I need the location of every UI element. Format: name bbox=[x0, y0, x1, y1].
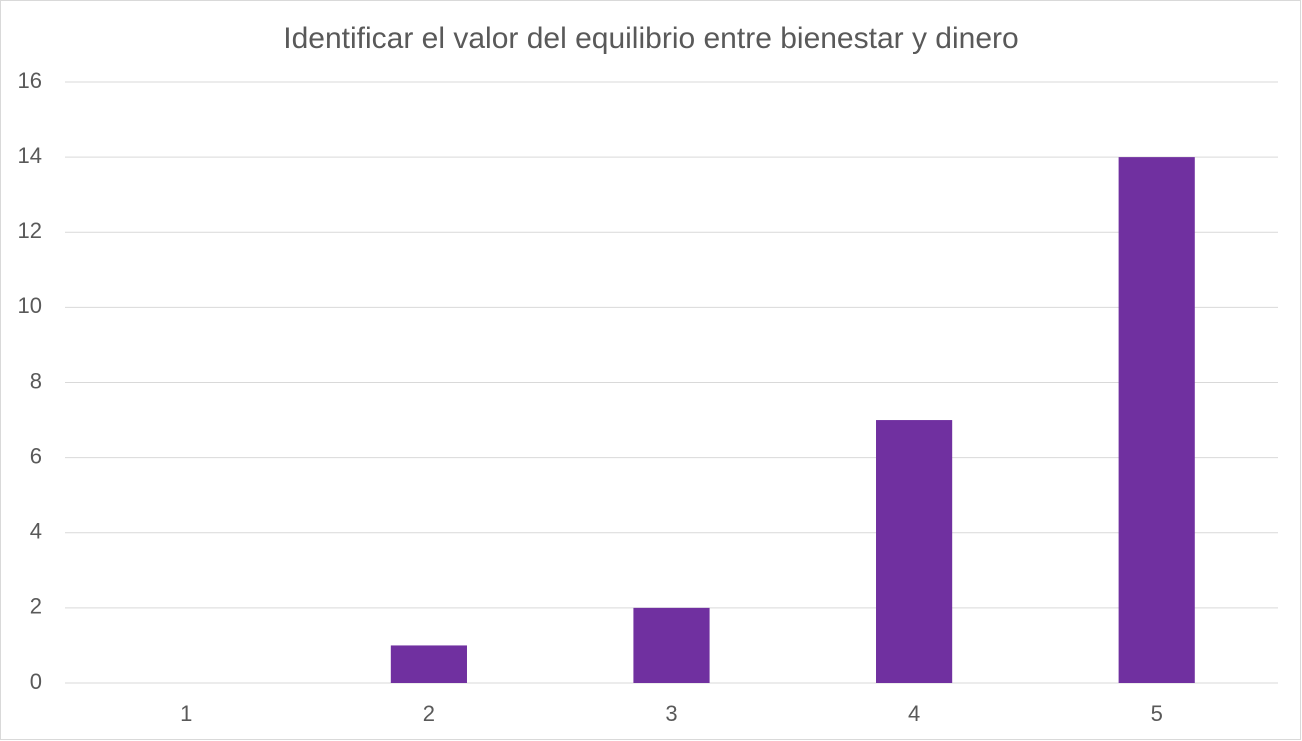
chart-title: Identificar el valor del equilibrio entr… bbox=[283, 22, 1018, 55]
y-tick-label: 8 bbox=[30, 368, 42, 393]
bar bbox=[876, 420, 953, 683]
y-tick-label: 4 bbox=[30, 519, 42, 544]
x-tick-label: 5 bbox=[1151, 701, 1163, 726]
x-tick-label: 1 bbox=[180, 701, 192, 726]
bar bbox=[390, 645, 467, 683]
y-tick-label: 6 bbox=[30, 443, 42, 468]
x-tick-label: 4 bbox=[908, 701, 920, 726]
y-tick-label: 12 bbox=[18, 218, 42, 243]
y-tick-label: 14 bbox=[18, 143, 42, 168]
y-tick-label: 16 bbox=[18, 68, 42, 93]
bar bbox=[633, 607, 710, 683]
y-tick-label: 2 bbox=[30, 594, 42, 619]
x-tick-label: 3 bbox=[665, 701, 677, 726]
x-tick-label: 2 bbox=[423, 701, 435, 726]
bar bbox=[1118, 157, 1195, 683]
y-tick-label: 0 bbox=[30, 669, 42, 694]
y-tick-label: 10 bbox=[18, 293, 42, 318]
